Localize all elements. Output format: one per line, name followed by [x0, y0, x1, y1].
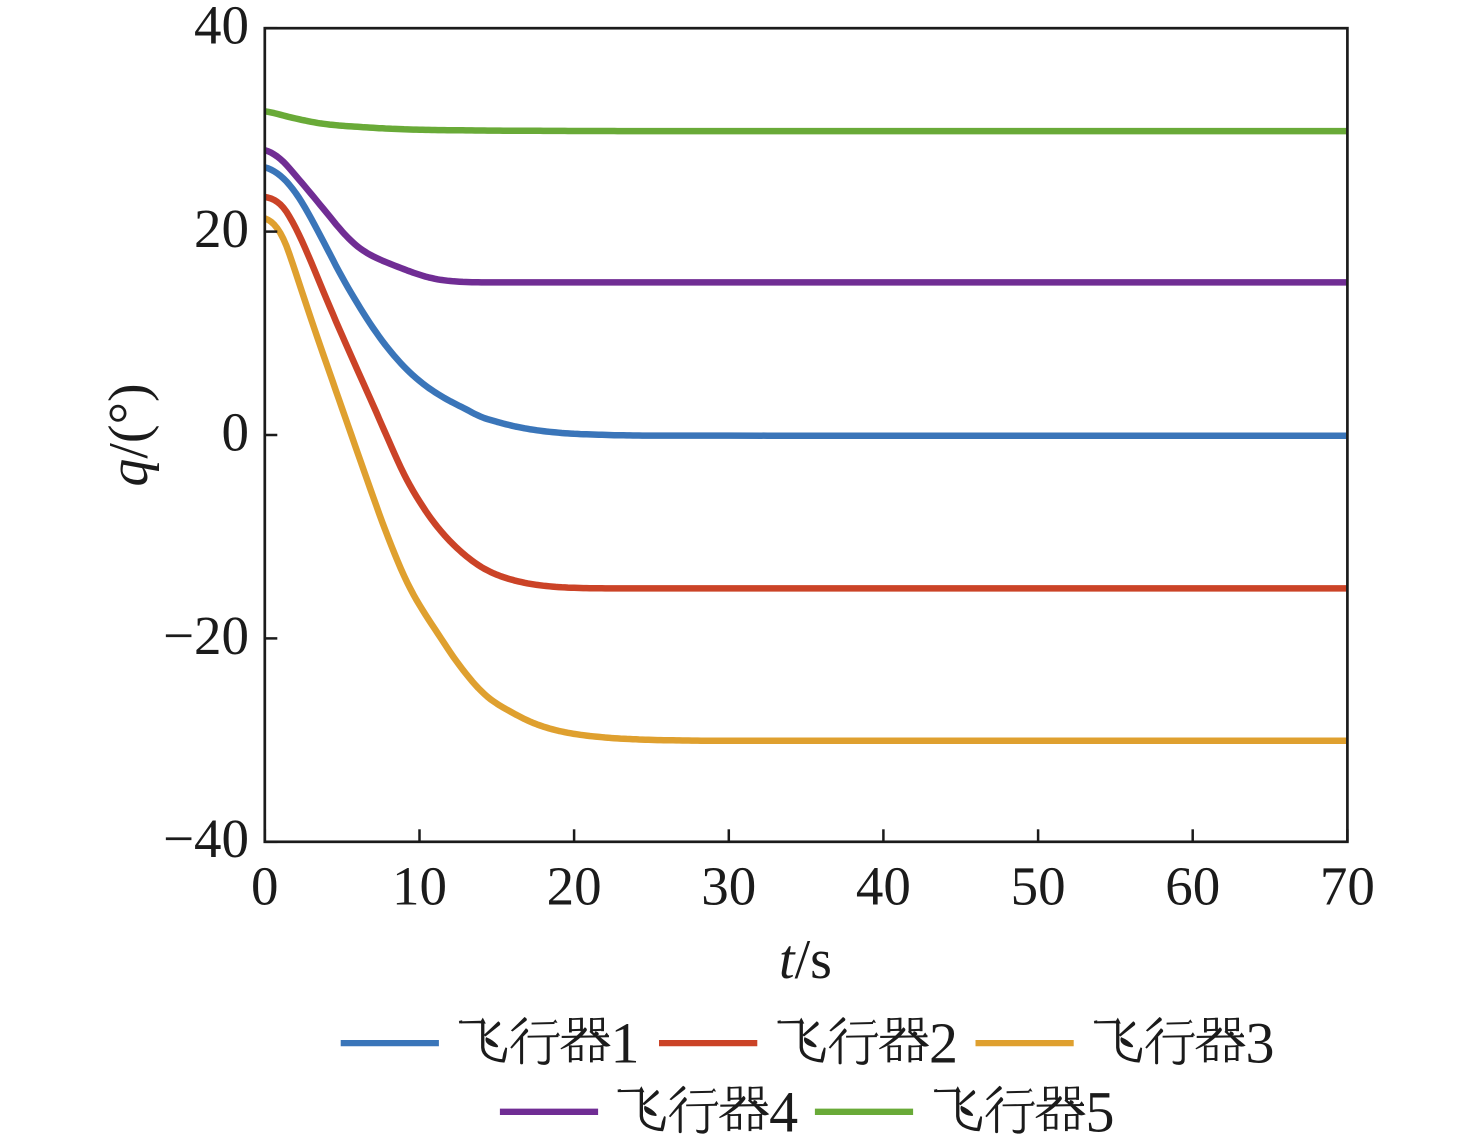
svg-text:3: 3	[1246, 1011, 1275, 1076]
svg-text:5: 5	[1086, 1079, 1115, 1144]
svg-text:50: 50	[1011, 856, 1066, 917]
svg-text:0: 0	[251, 856, 279, 917]
svg-text:4: 4	[769, 1079, 798, 1144]
svg-text:−40: −40	[163, 808, 249, 869]
svg-text:40: 40	[856, 856, 911, 917]
svg-text:30: 30	[701, 856, 756, 917]
svg-text:2: 2	[929, 1011, 958, 1076]
svg-text:60: 60	[1165, 856, 1220, 917]
svg-text:20: 20	[547, 856, 602, 917]
svg-text:40: 40	[194, 0, 249, 56]
svg-text:q/(°): q/(°)	[98, 383, 160, 486]
svg-text:10: 10	[392, 856, 447, 917]
svg-text:−20: −20	[163, 605, 249, 666]
svg-text:t/s: t/s	[779, 929, 832, 991]
svg-text:70: 70	[1320, 856, 1375, 917]
svg-text:1: 1	[611, 1011, 640, 1076]
svg-text:20: 20	[194, 198, 249, 259]
svg-text:0: 0	[222, 401, 250, 462]
